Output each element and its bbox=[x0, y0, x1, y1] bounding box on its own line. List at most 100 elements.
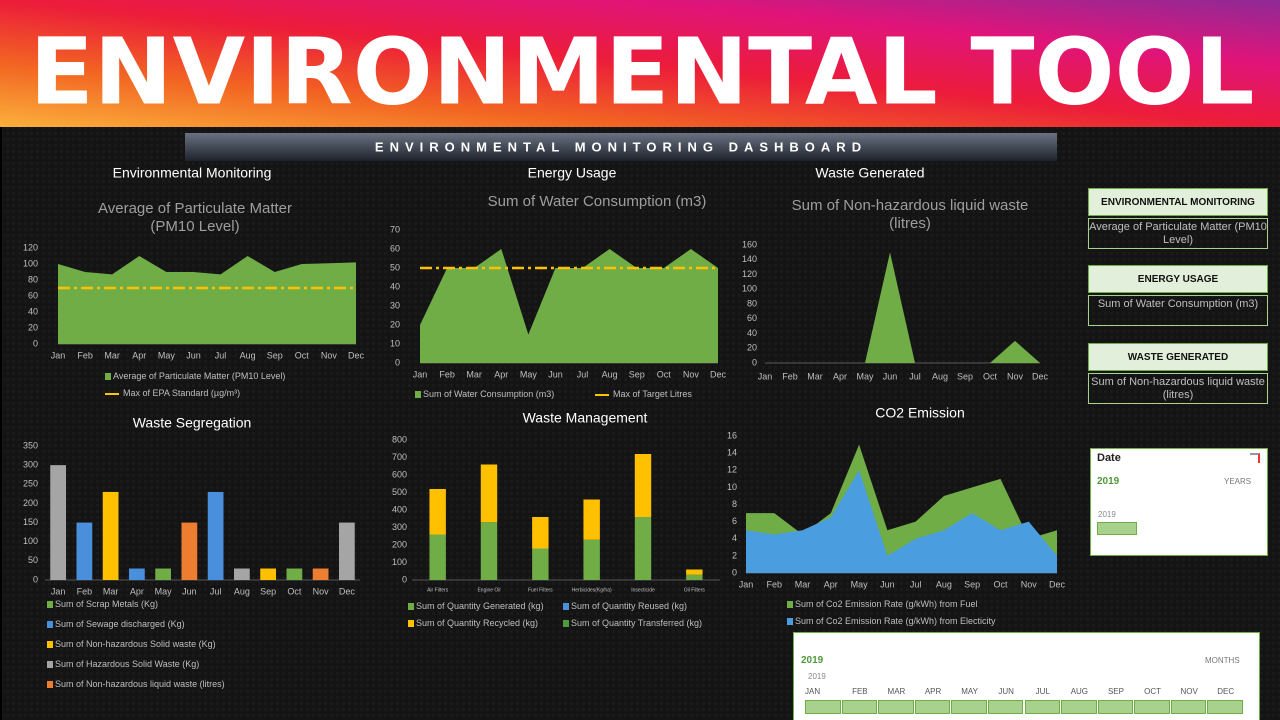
bar-segment bbox=[480, 464, 498, 523]
legend-swatch bbox=[595, 394, 609, 396]
chart-title: CO2 Emission bbox=[875, 405, 964, 421]
y-tick-label: 0 bbox=[752, 357, 757, 367]
x-tick-label: Oct bbox=[657, 369, 672, 379]
card-heading: WASTE GENERATED bbox=[1088, 343, 1268, 371]
y-tick-label: 2 bbox=[732, 550, 737, 560]
x-tick-label: Feb bbox=[77, 350, 93, 360]
section-title: Waste Generated bbox=[815, 165, 924, 181]
x-tick-label: Air Filters bbox=[427, 587, 449, 593]
bar-segment bbox=[583, 539, 600, 580]
x-tick-label: Apr bbox=[132, 350, 146, 360]
x-tick-label: Oct bbox=[983, 371, 998, 381]
x-tick-label: Mar bbox=[104, 350, 120, 360]
y-tick-label: 40 bbox=[747, 328, 757, 338]
month-label: MAR bbox=[887, 687, 906, 696]
legend-label: Sum of Co2 Emission Rate (g/kWh) from Fu… bbox=[795, 599, 978, 609]
x-tick-label: May bbox=[856, 371, 874, 381]
x-tick-label: Sep bbox=[957, 371, 973, 381]
month-label: NOV bbox=[1180, 687, 1198, 696]
y-tick-label: 80 bbox=[747, 298, 757, 308]
y-tick-label: 12 bbox=[727, 465, 737, 475]
x-tick-label: Dec bbox=[710, 369, 727, 379]
x-tick-label: Aug bbox=[602, 369, 618, 379]
x-tick-label: Aug bbox=[932, 371, 948, 381]
legend-swatch bbox=[47, 681, 53, 688]
x-tick-label: Jun bbox=[880, 579, 895, 589]
section-title: Energy Usage bbox=[528, 165, 617, 181]
bar bbox=[207, 491, 224, 580]
y-tick-label: 50 bbox=[390, 262, 400, 272]
x-tick-label: Feb bbox=[77, 586, 93, 596]
bar-segment bbox=[532, 517, 549, 549]
x-tick-label: Mar bbox=[466, 369, 482, 379]
y-tick-label: 700 bbox=[392, 452, 407, 462]
y-tick-label: 0 bbox=[732, 567, 737, 577]
x-tick-label: Jan bbox=[413, 369, 428, 379]
x-tick-label: Jan bbox=[51, 350, 66, 360]
chart-title: Waste Management bbox=[523, 410, 648, 426]
x-tick-label: Mar bbox=[795, 579, 811, 589]
x-tick-label: Insecticide bbox=[631, 587, 655, 593]
y-tick-label: 40 bbox=[28, 306, 38, 316]
bar-segment bbox=[634, 454, 652, 517]
x-tick-label: Dec bbox=[1049, 579, 1066, 589]
x-tick-label: Apr bbox=[833, 371, 847, 381]
y-tick-label: 120 bbox=[23, 242, 38, 252]
x-tick-label: Nov bbox=[1007, 371, 1024, 381]
y-tick-label: 100 bbox=[392, 557, 407, 567]
x-tick-label: Sep bbox=[629, 369, 645, 379]
month-label: OCT bbox=[1144, 687, 1161, 696]
legend-swatch bbox=[47, 601, 53, 608]
y-tick-label: 80 bbox=[28, 274, 38, 284]
legend-label: Sum of Non-hazardous liquid waste (litre… bbox=[55, 679, 225, 689]
series-area bbox=[746, 470, 1057, 573]
x-tick-label: Jan bbox=[51, 586, 66, 596]
y-tick-label: 0 bbox=[33, 574, 38, 584]
legend-swatch bbox=[787, 601, 793, 608]
x-tick-label: Apr bbox=[130, 586, 144, 596]
y-tick-label: 300 bbox=[23, 460, 38, 470]
y-tick-label: 50 bbox=[28, 555, 38, 565]
x-tick-label: Jun bbox=[883, 371, 898, 381]
legend-swatch bbox=[105, 373, 111, 380]
legend-label: Max of Target Litres bbox=[613, 389, 692, 399]
bar bbox=[286, 568, 303, 580]
x-tick-label: May bbox=[155, 586, 173, 596]
x-tick-label: Apr bbox=[824, 579, 838, 589]
y-tick-label: 350 bbox=[23, 440, 38, 450]
y-tick-label: 10 bbox=[727, 482, 737, 492]
x-tick-label: Fuel Filters bbox=[528, 587, 553, 593]
x-tick-label: May bbox=[520, 369, 538, 379]
x-tick-label: Oil Filters bbox=[684, 587, 706, 593]
legend-label: Sum of Quantity Recycled (kg) bbox=[416, 618, 539, 628]
legend-swatch bbox=[408, 603, 414, 610]
x-tick-label: Sep bbox=[964, 579, 980, 589]
y-tick-label: 250 bbox=[23, 479, 38, 489]
month-label: FEB bbox=[852, 687, 868, 696]
legend-swatch bbox=[47, 661, 53, 668]
month-label: SEP bbox=[1107, 687, 1124, 696]
bar-segment bbox=[686, 574, 703, 580]
x-tick-label: Oct bbox=[287, 586, 302, 596]
month-bar bbox=[878, 700, 914, 714]
chart-title: Waste Segregation bbox=[133, 415, 252, 431]
series-area bbox=[765, 252, 1040, 363]
y-tick-label: 60 bbox=[747, 313, 757, 323]
legend-swatch bbox=[563, 620, 569, 627]
y-tick-label: 100 bbox=[23, 536, 38, 546]
y-tick-label: 100 bbox=[23, 258, 38, 268]
slicer-year-label: 2019 bbox=[808, 672, 826, 681]
card-heading: ENVIRONMENTAL MONITORING bbox=[1088, 188, 1268, 216]
section-title: Environmental Monitoring bbox=[113, 165, 272, 181]
slicer-selection: 2019 bbox=[1097, 476, 1120, 487]
x-tick-label: Apr bbox=[494, 369, 508, 379]
legend-label: Sum of Quantity Reused (kg) bbox=[571, 601, 688, 611]
legend-label: Sum of Sewage discharged (Kg) bbox=[55, 619, 185, 629]
header-bar bbox=[185, 133, 1057, 161]
slicer-selection: 2019 bbox=[801, 655, 824, 666]
month-bar bbox=[1097, 700, 1134, 714]
x-tick-label: Jan bbox=[739, 579, 754, 589]
month-label: APR bbox=[924, 687, 942, 696]
legend-swatch bbox=[415, 391, 421, 398]
